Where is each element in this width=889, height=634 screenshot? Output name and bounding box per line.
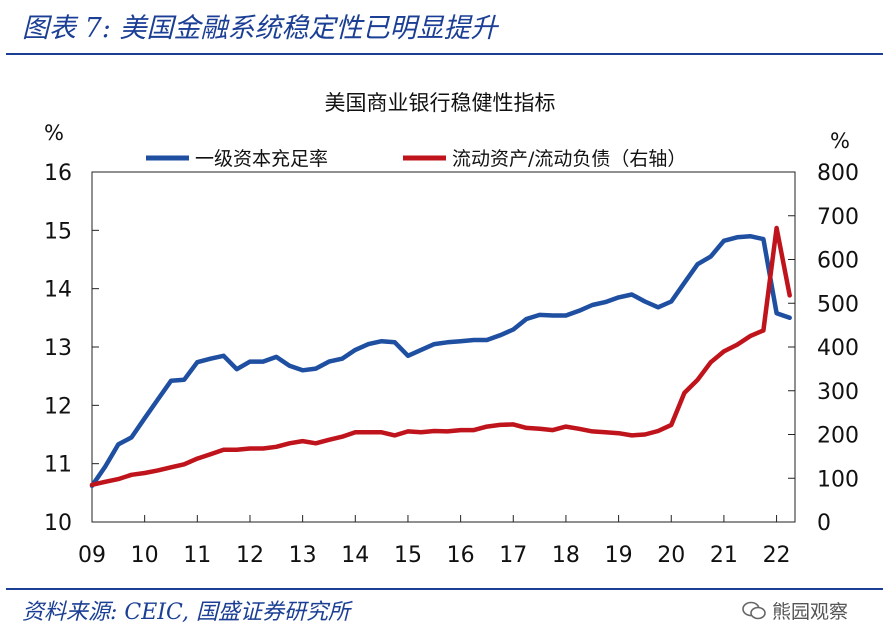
series-line-tier1-capital-ratio <box>89 233 792 489</box>
right-y-tick-label: 800 <box>817 161 859 186</box>
chart-title: 美国商业银行稳健性指标 <box>325 91 556 115</box>
right-y-tick-label: 500 <box>817 292 859 317</box>
source-divider <box>6 588 883 590</box>
right-y-tick-label: 0 <box>817 511 831 536</box>
left-y-tick-label: 12 <box>44 394 72 419</box>
left-y-tick-label: 15 <box>44 219 72 244</box>
legend-label-liquidity: 流动资产/流动负债（右轴） <box>452 148 686 170</box>
series-line-liquidity-ratio <box>89 225 792 488</box>
left-y-tick-label: 14 <box>44 278 72 303</box>
left-y-tick-label: 11 <box>44 453 72 478</box>
right-axis-unit: % <box>830 129 850 153</box>
x-tick-label: 14 <box>341 543 369 568</box>
x-tick-label: 20 <box>657 543 685 568</box>
right-y-tick-label: 100 <box>817 467 859 492</box>
plot-frame <box>91 171 796 523</box>
x-tick-label: 19 <box>605 543 633 568</box>
x-tick-label: 10 <box>131 543 159 568</box>
figure-title: 图表 7: 美国金融系统稳定性已明显提升 <box>22 13 498 44</box>
title-divider <box>6 53 883 55</box>
x-tick-label: 11 <box>183 543 211 568</box>
x-tick-label: 22 <box>763 543 791 568</box>
wechat-icon <box>742 601 766 619</box>
x-tick-label: 09 <box>78 543 106 568</box>
right-y-tick-label: 200 <box>817 424 859 449</box>
left-y-tick-label: 16 <box>44 161 72 186</box>
left-axis-unit: % <box>44 121 64 145</box>
x-tick-label: 15 <box>394 543 422 568</box>
source-note: 资料来源: CEIC, 国盛证券研究所 <box>22 600 351 625</box>
right-y-tick-label: 600 <box>817 249 859 274</box>
x-tick-label: 16 <box>447 543 475 568</box>
right-y-tick-label: 400 <box>817 336 859 361</box>
left-y-tick-label: 13 <box>44 336 72 361</box>
legend: 一级资本充足率 流动资产/流动负债（右轴） <box>146 148 686 170</box>
watermark-text: 熊园观察 <box>772 601 849 623</box>
watermark: 熊园观察 <box>742 597 848 624</box>
x-tick-label: 12 <box>236 543 264 568</box>
x-tick-label: 13 <box>289 543 317 568</box>
right-y-tick-label: 700 <box>817 205 859 230</box>
right-y-tick-label: 300 <box>817 380 859 405</box>
plot-area: 10 11 12 13 14 15 16 0 100 200 300 400 500 600 700 800 0… <box>44 161 859 568</box>
left-y-tick-label: 10 <box>44 511 72 536</box>
x-tick-label: 17 <box>499 543 527 568</box>
x-tick-label: 21 <box>710 543 738 568</box>
x-tick-label: 18 <box>552 543 580 568</box>
legend-label-tier1: 一级资本充足率 <box>195 148 328 170</box>
